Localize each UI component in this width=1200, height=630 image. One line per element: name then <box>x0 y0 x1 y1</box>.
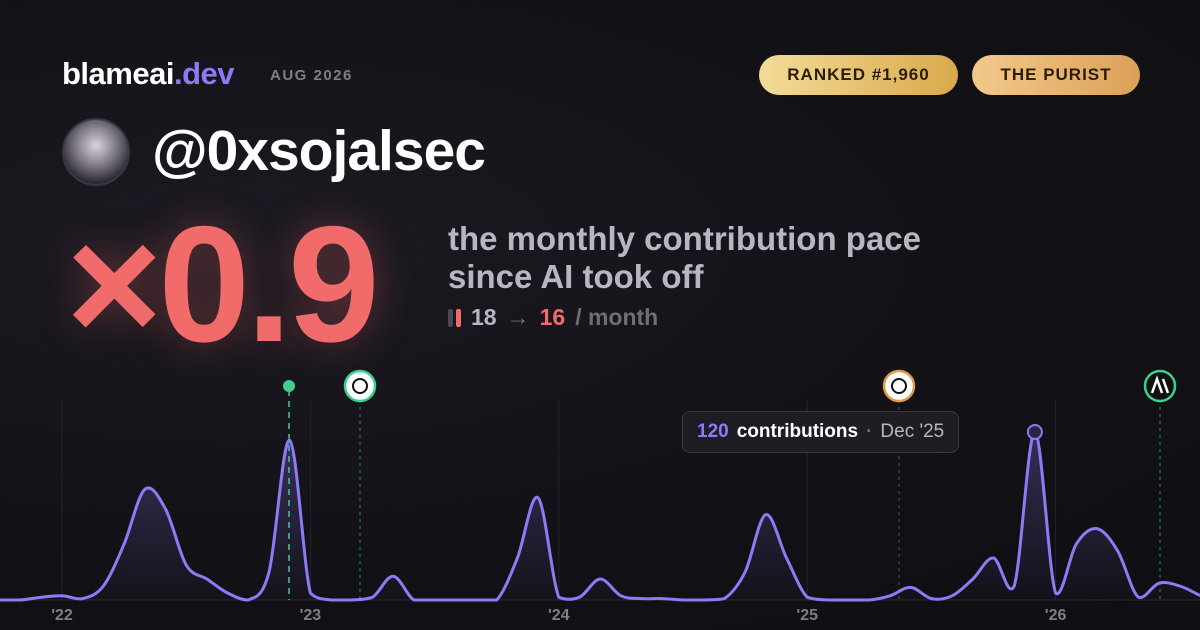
area <box>0 431 1200 601</box>
brand[interactable]: blameai.dev <box>62 56 234 92</box>
pace-arrow: → <box>506 304 530 330</box>
x-tick-label: '24 <box>548 607 570 624</box>
brand-suffix: .dev <box>173 56 235 91</box>
x-tick-label: '26 <box>1045 607 1067 624</box>
x-tick-label: '25 <box>796 607 818 624</box>
brand-name: blameai <box>62 56 174 91</box>
pace-unit: / month <box>575 304 659 330</box>
tooltip-separator: · <box>866 421 873 442</box>
x-tick-label: '22 <box>51 607 73 624</box>
multiplier: ×0.9 <box>66 192 380 376</box>
event-dot <box>283 380 295 392</box>
event-icon-glyph <box>1150 375 1170 394</box>
tooltip: 120 contributions · Dec '25 <box>682 411 960 453</box>
date: AUG 2026 <box>270 67 353 84</box>
description: the monthly contribution pace since AI t… <box>448 220 922 295</box>
pace-after: 16 <box>539 304 566 330</box>
tooltip-value: 120 <box>697 421 729 442</box>
rank-badge: RANKED #1,960 <box>759 55 958 95</box>
tooltip-label: contributions <box>736 421 859 442</box>
handle: @0xsojalsec <box>152 119 486 183</box>
tag-badge: THE PURIST <box>972 55 1140 95</box>
pace-icon <box>448 308 461 327</box>
avatar <box>62 118 130 186</box>
event-icon[interactable] <box>343 369 377 403</box>
event-icon[interactable] <box>882 369 916 403</box>
x-tick-label: '23 <box>300 607 322 624</box>
event-icon-glyph <box>891 378 907 394</box>
tooltip-date: Dec '25 <box>880 421 945 442</box>
pace: 18 → 16 / month <box>448 304 658 331</box>
line <box>0 430 1200 602</box>
highlight-point <box>1026 424 1043 440</box>
pace-before: 18 <box>471 304 497 330</box>
event-icon-glyph <box>352 378 368 394</box>
